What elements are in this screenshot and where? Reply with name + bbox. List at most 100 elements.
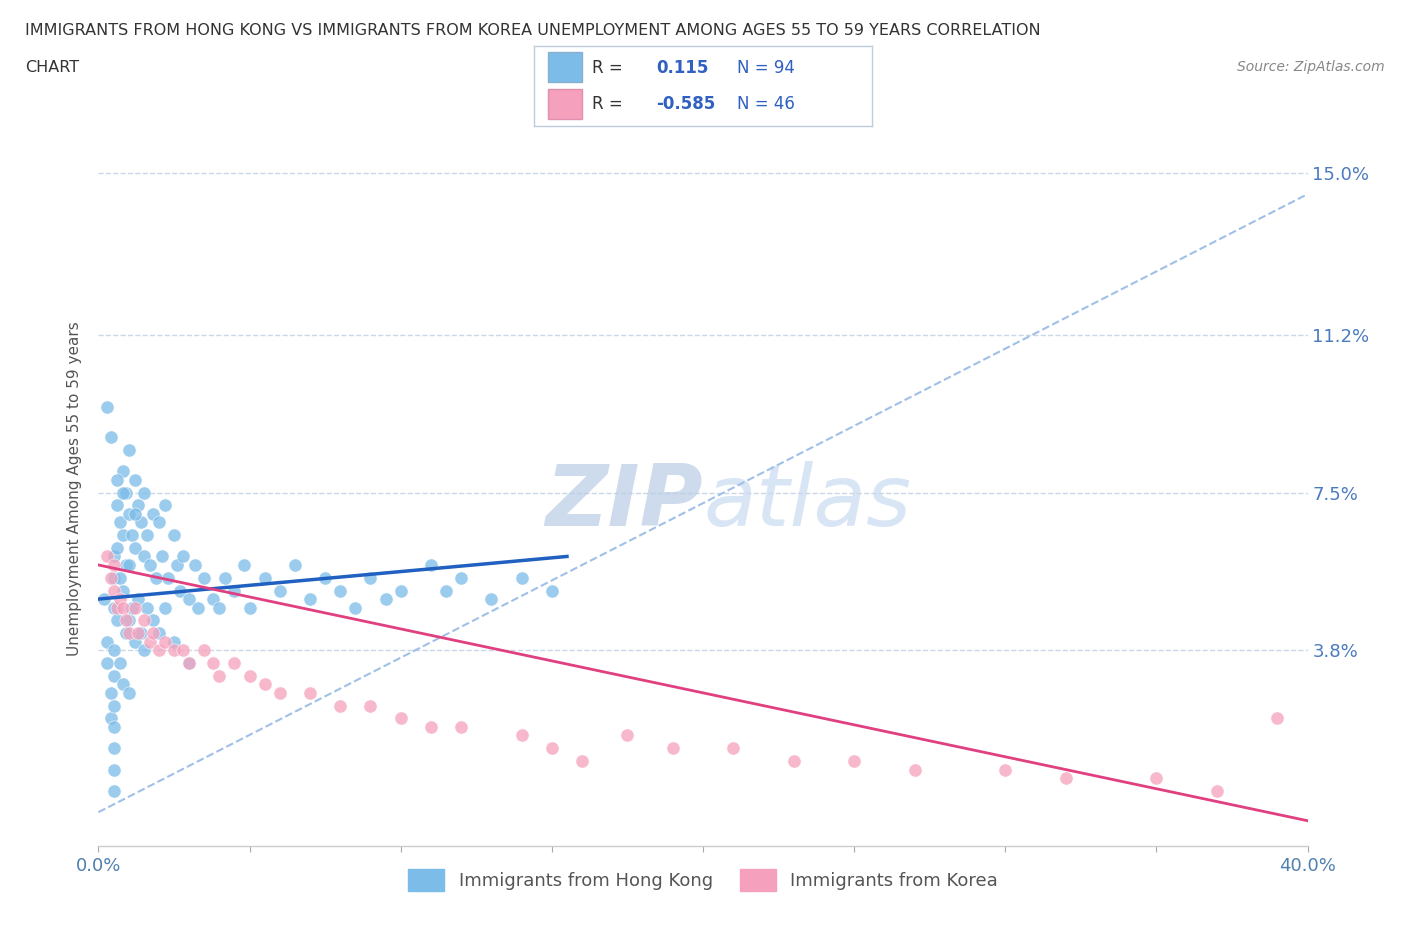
Point [103,570,125,585]
Point [114,613,136,628]
Point [1054,771,1077,786]
Point [148,515,170,530]
Point [135,600,157,615]
Point [139,634,162,649]
Point [100,570,122,585]
Point [481,591,503,606]
Point [118,558,141,573]
Point [156,570,179,585]
Text: -0.585: -0.585 [655,95,716,113]
Point [224,583,246,598]
Point [132,643,155,658]
Point [118,613,141,628]
Point [124,600,146,615]
Point [108,591,131,606]
Point [96,549,118,564]
Point [103,741,125,756]
Point [179,656,201,671]
Point [111,583,134,598]
Point [129,515,152,530]
Text: IMMIGRANTS FROM HONG KONG VS IMMIGRANTS FROM KOREA UNEMPLOYMENT AMONG AGES 55 TO: IMMIGRANTS FROM HONG KONG VS IMMIGRANTS … [25,23,1040,38]
Text: N = 94: N = 94 [737,59,794,77]
Point [108,515,131,530]
Point [202,591,225,606]
Point [148,643,170,658]
Point [450,570,472,585]
Point [904,763,927,777]
Point [329,698,352,713]
Legend: Immigrants from Hong Kong, Immigrants from Korea: Immigrants from Hong Kong, Immigrants fr… [401,862,1005,898]
Point [93,591,115,606]
Point [111,677,134,692]
Point [172,549,194,564]
Text: atlas: atlas [703,461,911,544]
Point [420,720,443,735]
Point [224,656,246,671]
Point [329,583,352,598]
Point [184,558,207,573]
Point [96,656,118,671]
Point [96,634,118,649]
Point [142,626,165,641]
Point [1144,771,1167,786]
Point [105,600,128,615]
Point [96,400,118,415]
Point [127,626,149,641]
Point [118,443,141,458]
Point [344,600,367,615]
Point [208,600,231,615]
Point [105,613,128,628]
Point [111,464,134,479]
Point [187,600,209,615]
Point [127,498,149,512]
Point [124,540,146,555]
Point [179,591,201,606]
Point [540,583,562,598]
Point [232,558,254,573]
Point [510,570,533,585]
Point [434,583,457,598]
Point [166,558,188,573]
Point [450,720,472,735]
Text: Source: ZipAtlas.com: Source: ZipAtlas.com [1237,60,1385,74]
Point [202,656,225,671]
Point [118,685,141,700]
Point [844,753,866,768]
Point [145,570,167,585]
Point [103,558,125,573]
Point [179,656,201,671]
Point [105,472,128,487]
Point [163,634,186,649]
Point [108,570,131,585]
Point [389,711,412,726]
Point [299,591,322,606]
Point [100,711,122,726]
Point [239,669,262,684]
Point [1267,711,1289,726]
Point [163,643,186,658]
Point [299,685,322,700]
Point [169,583,191,598]
Point [360,570,382,585]
Point [132,485,155,500]
Point [124,472,146,487]
Point [153,600,176,615]
Point [269,685,291,700]
Point [142,613,165,628]
Point [105,498,128,512]
Text: R =: R = [592,59,623,77]
Point [253,570,276,585]
Point [374,591,396,606]
Point [723,741,745,756]
Point [994,763,1017,777]
Point [193,643,215,658]
Text: 0.115: 0.115 [655,59,709,77]
Point [135,527,157,542]
Point [114,626,136,641]
Point [148,626,170,641]
Point [103,720,125,735]
Point [111,485,134,500]
Point [284,558,307,573]
Point [105,540,128,555]
Point [124,634,146,649]
